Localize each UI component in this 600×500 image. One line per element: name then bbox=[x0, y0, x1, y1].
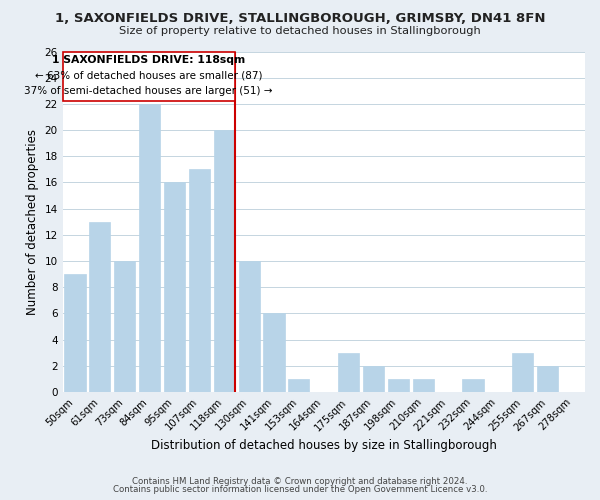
Bar bbox=[189, 170, 210, 392]
Bar bbox=[114, 261, 136, 392]
Bar bbox=[338, 353, 359, 392]
Bar bbox=[537, 366, 558, 392]
Bar bbox=[64, 274, 86, 392]
Y-axis label: Number of detached properties: Number of detached properties bbox=[26, 129, 39, 315]
Bar bbox=[263, 314, 284, 392]
Bar bbox=[413, 379, 434, 392]
Bar bbox=[463, 379, 484, 392]
Text: 1 SAXONFIELDS DRIVE: 118sqm: 1 SAXONFIELDS DRIVE: 118sqm bbox=[52, 55, 245, 65]
Text: 37% of semi-detached houses are larger (51) →: 37% of semi-detached houses are larger (… bbox=[25, 86, 273, 97]
Bar bbox=[139, 104, 160, 392]
Bar bbox=[89, 222, 110, 392]
Bar bbox=[239, 261, 260, 392]
Bar bbox=[214, 130, 235, 392]
Text: Contains public sector information licensed under the Open Government Licence v3: Contains public sector information licen… bbox=[113, 485, 487, 494]
Bar bbox=[363, 366, 384, 392]
Bar bbox=[388, 379, 409, 392]
Text: Contains HM Land Registry data © Crown copyright and database right 2024.: Contains HM Land Registry data © Crown c… bbox=[132, 477, 468, 486]
FancyBboxPatch shape bbox=[62, 52, 235, 102]
Bar bbox=[289, 379, 310, 392]
Bar bbox=[164, 182, 185, 392]
Text: 1, SAXONFIELDS DRIVE, STALLINGBOROUGH, GRIMSBY, DN41 8FN: 1, SAXONFIELDS DRIVE, STALLINGBOROUGH, G… bbox=[55, 12, 545, 26]
Bar bbox=[512, 353, 533, 392]
Text: ← 63% of detached houses are smaller (87): ← 63% of detached houses are smaller (87… bbox=[35, 70, 262, 81]
X-axis label: Distribution of detached houses by size in Stallingborough: Distribution of detached houses by size … bbox=[151, 440, 497, 452]
Text: Size of property relative to detached houses in Stallingborough: Size of property relative to detached ho… bbox=[119, 26, 481, 36]
